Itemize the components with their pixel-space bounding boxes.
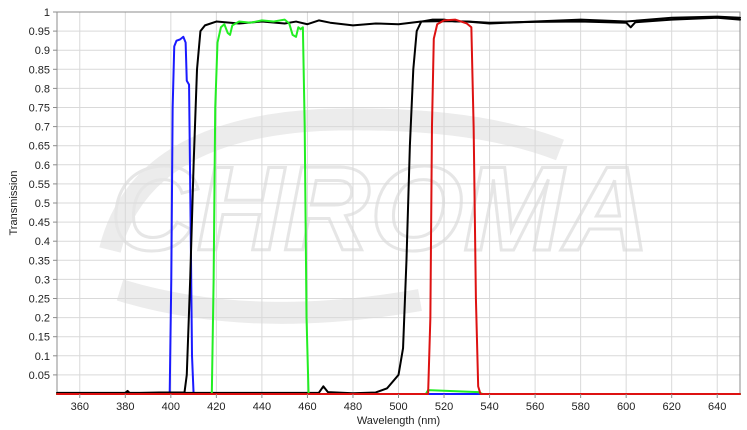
x-tick-label: 420: [207, 401, 225, 413]
series-line-3: [56, 15, 741, 395]
y-tick-label: 0.5: [35, 198, 50, 210]
x-tick-label: 640: [708, 401, 726, 413]
x-tick-label: 540: [480, 401, 498, 413]
y-tick-label: 0.95: [29, 26, 50, 38]
x-tick-label: 520: [435, 401, 453, 413]
y-tick-label: 0.35: [29, 255, 50, 267]
y-axis-ticks: 0.05 0.1 0.15 0.2 0.25 0.3 0.35 0.4 0.45 0.5 0.55 0…: [29, 7, 57, 382]
y-tick-label: 1: [44, 7, 50, 19]
x-tick-label: 440: [253, 401, 271, 413]
x-axis-label: Wavelength (nm): [357, 415, 440, 427]
chroma-watermark: CHROMA: [99, 108, 651, 324]
x-axis-ticks: 360 380 400 420 440 460 480 500 520 540 560 580 600 6…: [71, 394, 726, 413]
series-line-2: [56, 16, 741, 395]
series-group: [56, 15, 741, 395]
y-tick-label: 0.55: [29, 179, 50, 191]
watermark-swoosh: [99, 108, 564, 253]
x-tick-label: 400: [162, 401, 180, 413]
watermark-swoosh-lower: [116, 279, 422, 324]
grid: [57, 11, 740, 394]
y-tick-label: 0.9: [35, 45, 50, 57]
y-tick-label: 0.1: [35, 351, 50, 363]
x-tick-label: 600: [617, 401, 635, 413]
x-tick-label: 480: [344, 401, 362, 413]
y-tick-label: 0.3: [35, 274, 50, 286]
x-tick-label: 560: [526, 401, 544, 413]
y-tick-label: 0.25: [29, 294, 50, 306]
y-tick-label: 0.85: [29, 64, 50, 76]
y-tick-label: 0.75: [29, 103, 50, 115]
y-axis-label: Transmission: [8, 171, 20, 236]
y-tick-label: 0.6: [35, 160, 50, 172]
y-tick-label: 0.65: [29, 141, 50, 153]
x-tick-label: 580: [571, 401, 589, 413]
y-tick-label: 0.7: [35, 122, 50, 134]
y-tick-label: 0.2: [35, 313, 50, 325]
y-tick-label: 0.45: [29, 217, 50, 229]
watermark-text: CHROMA: [110, 142, 650, 276]
x-tick-label: 620: [663, 401, 681, 413]
series-line-5: [56, 18, 741, 395]
x-tick-label: 460: [298, 401, 316, 413]
y-tick-label: 0.4: [35, 236, 50, 248]
x-tick-label: 380: [116, 401, 134, 413]
y-tick-label: 0.05: [29, 370, 50, 382]
y-tick-label: 0.8: [35, 83, 50, 95]
series-line-1: [56, 35, 741, 395]
x-tick-label: 360: [71, 401, 89, 413]
y-tick-label: 0.15: [29, 332, 50, 344]
x-tick-label: 500: [389, 401, 407, 413]
